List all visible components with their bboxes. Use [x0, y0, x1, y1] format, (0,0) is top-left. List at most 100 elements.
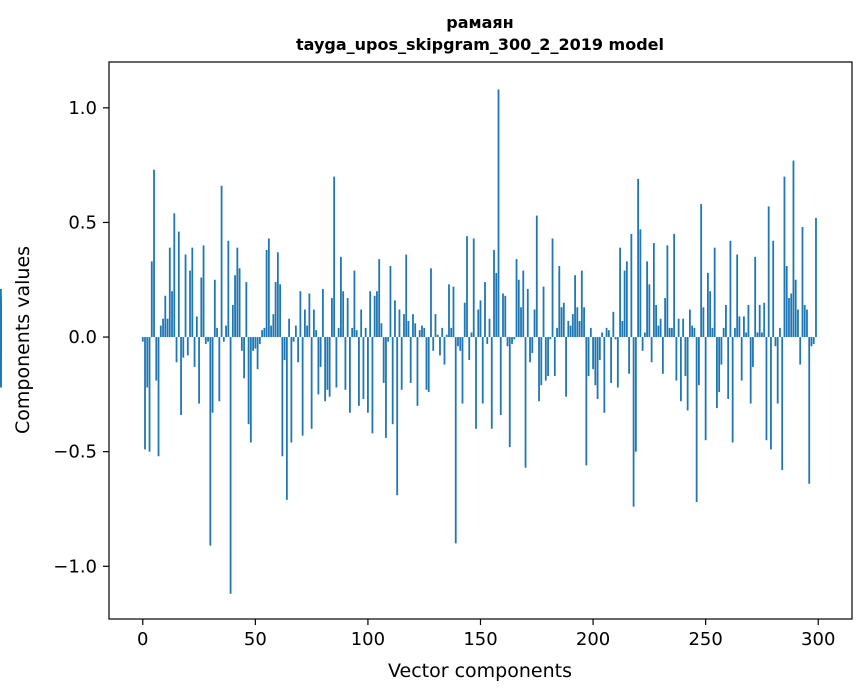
bar-component-202 — [596, 337, 599, 399]
bar-component-232 — [664, 298, 667, 338]
bar-component-100 — [367, 337, 369, 413]
bar-component-277 — [765, 337, 768, 441]
bar-component-22 — [191, 247, 194, 338]
bar-component-114 — [398, 309, 401, 338]
bar-component-79 — [319, 337, 322, 367]
bar-component-171 — [526, 288, 529, 338]
bar-component-201 — [594, 337, 597, 386]
bar-component-183 — [553, 337, 556, 377]
bar-component-42 — [236, 247, 239, 338]
bar-component-106 — [380, 323, 383, 338]
bar-component-5 — [153, 169, 155, 338]
bar-component-35 — [220, 185, 223, 338]
bar-component-118 — [407, 321, 410, 338]
bar-component-250 — [704, 337, 707, 441]
bar-component-122 — [416, 337, 419, 406]
bar-component-191 — [571, 314, 574, 338]
bar-component-247 — [698, 337, 700, 386]
bar-component-166 — [515, 259, 518, 338]
bar-component-36 — [222, 337, 225, 342]
bar-component-21 — [189, 270, 191, 338]
bar-component-61 — [279, 284, 282, 338]
bar-component-105 — [378, 259, 381, 338]
bar-component-263 — [734, 327, 736, 338]
bar-component-218 — [632, 337, 635, 507]
bar-component-29 — [207, 337, 209, 342]
bar-component-77 — [315, 330, 318, 338]
bar-component-160 — [502, 293, 504, 338]
bar-component-85 — [333, 176, 336, 338]
bar-component-235 — [670, 327, 673, 338]
bar-component-241 — [684, 337, 687, 377]
bar-component-10 — [164, 295, 167, 338]
bar-component-undefined — [0, 337, 2, 354]
bar-component-261 — [729, 240, 732, 338]
bar-component-228 — [655, 304, 658, 338]
bar-component-220 — [637, 178, 640, 338]
bar-component-200 — [592, 337, 594, 370]
bar-component-32 — [213, 279, 216, 338]
bar-component-209 — [612, 311, 615, 338]
x-tick-label: 300 — [801, 629, 835, 650]
bar-component-18 — [182, 337, 185, 358]
bar-component-28 — [204, 337, 207, 344]
bar-component-65 — [288, 318, 291, 338]
bar-component-139 — [454, 337, 457, 544]
bar-component-256 — [718, 337, 721, 393]
bar-component-144 — [466, 236, 468, 338]
bar-component-9 — [162, 318, 164, 338]
bar-component-107 — [382, 337, 385, 383]
bar-component-279 — [770, 337, 772, 450]
bar-component-236 — [673, 233, 676, 338]
bar-component-130 — [434, 314, 437, 338]
bar-component-254 — [713, 247, 716, 338]
x-axis-ticks: 0 50 100 150 200 250 300 — [137, 619, 835, 650]
bar-component-163 — [508, 337, 511, 448]
bar-component-91 — [346, 298, 349, 338]
bar-component-255 — [716, 337, 718, 409]
bar-component-252 — [709, 291, 712, 338]
bar-component-227 — [652, 243, 655, 338]
bar-component-23 — [193, 337, 196, 367]
bar-component-230 — [659, 318, 662, 338]
bar-component-108 — [385, 337, 387, 438]
bar-component-undefined — [0, 337, 2, 388]
y-axis-label: Components values — [12, 246, 34, 434]
bar-component-219 — [634, 337, 637, 452]
bar-component-137 — [450, 327, 453, 338]
bar-component-15 — [175, 337, 178, 363]
bar-component-266 — [740, 337, 743, 381]
x-tick-label: 250 — [688, 629, 722, 650]
bar-component-234 — [668, 327, 671, 338]
bar-component-98 — [362, 337, 365, 399]
bar-component-73 — [306, 325, 309, 338]
bar-component-223 — [643, 332, 646, 338]
bar-component-182 — [551, 238, 554, 338]
bar-component-2 — [146, 337, 149, 388]
bar-component-138 — [452, 286, 455, 338]
x-tick-label: 50 — [244, 629, 267, 650]
bar-component-119 — [409, 337, 412, 383]
bar-component-249 — [702, 307, 705, 338]
bar-component-31 — [211, 337, 214, 413]
bar-component-211 — [616, 337, 619, 388]
bar-component-276 — [763, 302, 766, 338]
bar-component-298 — [812, 337, 815, 344]
bar-component-103 — [373, 295, 376, 338]
bar-component-17 — [180, 337, 182, 415]
bar-component-82 — [326, 337, 329, 390]
bar-component-87 — [337, 327, 340, 338]
bar-component-291 — [797, 309, 799, 338]
bar-component-50 — [254, 337, 257, 349]
bar-component-197 — [585, 337, 588, 466]
bar-component-11 — [166, 318, 169, 338]
bar-component-48 — [249, 337, 252, 443]
bar-component-184 — [556, 327, 558, 338]
bar-component-75 — [310, 337, 313, 429]
bar-component-164 — [511, 337, 513, 344]
bar-component-152 — [484, 282, 486, 338]
bar-component-267 — [743, 316, 745, 338]
bar-component-196 — [583, 307, 585, 338]
bar-component-54 — [263, 327, 266, 338]
